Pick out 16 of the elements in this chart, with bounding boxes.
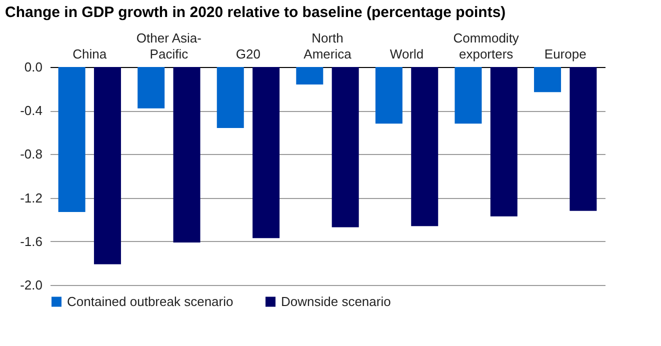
y-tick-label: -0.8 xyxy=(20,146,42,162)
x-tick-label: North America xyxy=(304,30,352,62)
x-tick-label: G20 xyxy=(236,46,261,62)
y-tick-label: -1.2 xyxy=(20,190,42,206)
x-tick-label: Other Asia- Pacific xyxy=(136,30,202,62)
x-tick-label: China xyxy=(72,46,108,62)
legend-label: Downside scenario xyxy=(281,294,391,309)
x-tick-label: World xyxy=(390,46,424,62)
x-tick-label: Commodity exporters xyxy=(453,30,520,62)
y-tick-label: -1.6 xyxy=(20,234,42,249)
chart-title: Change in GDP growth in 2020 relative to baseline (percentage points) xyxy=(5,4,506,21)
y-tick-label: -2.0 xyxy=(20,278,42,292)
y-tick-label: -0.4 xyxy=(20,103,42,118)
x-tick-label: Europe xyxy=(544,46,586,62)
y-tick-label: 0.0 xyxy=(24,60,42,74)
legend-label: Contained outbreak scenario xyxy=(67,294,234,309)
